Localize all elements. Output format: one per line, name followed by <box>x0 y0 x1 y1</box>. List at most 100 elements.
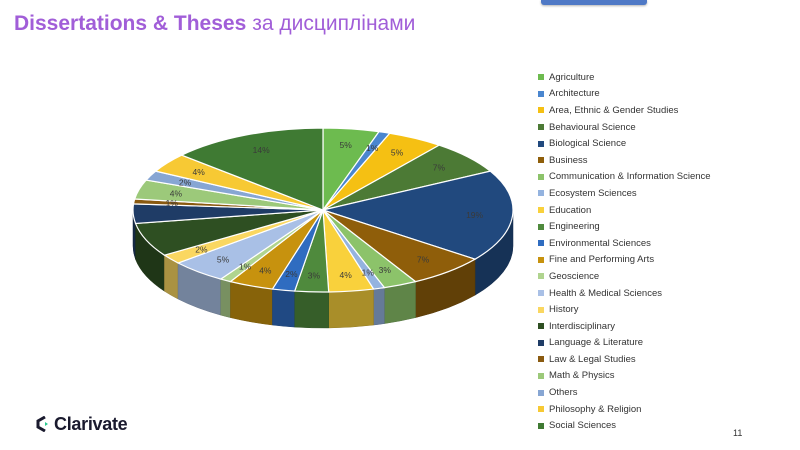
legend-label: Philosophy & Religion <box>549 403 642 415</box>
slide-title: Dissertations & Theses за дисциплінами <box>14 12 415 36</box>
pie-data-label-9: 3% <box>308 270 321 280</box>
legend-swatch <box>538 372 544 379</box>
pie-data-label-21: 14% <box>253 145 270 155</box>
legend-swatch <box>538 290 544 297</box>
legend-item: Fine and Performing Arts <box>538 252 778 269</box>
pie-data-labels: 5% 1% 5%7%19%7%3%1%4%3%2%4%1%5%2%1%4%2%4%1… <box>166 140 484 280</box>
legend-item: Communication & Information Science <box>538 169 778 186</box>
legend-label: Environmental Sciences <box>549 237 651 249</box>
legend-item: Philosophy & Religion <box>538 401 778 418</box>
legend-label: Math & Physics <box>549 370 615 382</box>
legend-swatch <box>538 74 544 81</box>
pie-side-12 <box>220 278 231 318</box>
legend-label: Social Sciences <box>549 420 617 432</box>
legend-swatch <box>538 190 544 197</box>
legend-label: History <box>549 304 579 316</box>
legend-swatch <box>538 389 544 396</box>
legend-label: Geoscience <box>549 270 600 282</box>
legend-swatch <box>538 173 544 180</box>
slide-title-main: Dissertations & Theses <box>14 12 247 35</box>
legend-label: Area, Ethnic & Gender Studies <box>549 104 679 116</box>
legend-label: Agriculture <box>549 71 595 83</box>
pie-data-label-0: 5% <box>340 140 353 150</box>
legend-item: Architecture <box>538 86 778 103</box>
legend-swatch <box>538 273 544 280</box>
legend-swatch <box>538 240 544 247</box>
top-bar-button[interactable] <box>541 0 647 5</box>
pie-data-label-5: 7% <box>417 254 430 264</box>
pie-data-label-17: 1% <box>166 198 179 208</box>
pie-top <box>132 127 514 293</box>
legend-label: Communication & Information Science <box>549 171 711 183</box>
legend-item: Health & Medical Sciences <box>538 285 778 302</box>
legend-label: Interdisciplinary <box>549 320 615 332</box>
legend-swatch <box>538 90 544 97</box>
legend-label: Business <box>549 154 588 166</box>
pie-data-label-7: 1% <box>362 268 375 278</box>
legend-label: Education <box>549 204 592 216</box>
slide-title-sub: за дисциплінами <box>252 12 416 35</box>
legend-item: Others <box>538 384 778 401</box>
legend-swatch <box>538 323 544 330</box>
pie-data-label-2: 5% <box>391 148 404 158</box>
pie-data-label-8: 4% <box>340 270 353 280</box>
legend-item: Education <box>538 202 778 219</box>
legend-swatch <box>538 339 544 346</box>
legend-label: Law & Legal Studies <box>549 353 636 365</box>
chart-legend: Agriculture Architecture Area, Ethnic & Ge… <box>538 69 778 434</box>
legend-swatch <box>538 356 544 363</box>
clarivate-logo: Clarivate <box>36 413 128 434</box>
legend-label: Others <box>549 387 578 399</box>
legend-swatch <box>538 124 544 131</box>
pie-data-label-10: 2% <box>285 269 298 279</box>
legend-swatch <box>538 140 544 147</box>
pie-data-label-14: 2% <box>195 244 208 254</box>
pie-slice-4 <box>320 170 514 260</box>
legend-label: Biological Science <box>549 138 627 150</box>
clarivate-logo-icon <box>36 416 48 432</box>
legend-label: Language & Literature <box>549 337 644 349</box>
legend-item: Geoscience <box>538 268 778 285</box>
logo-text: Clarivate <box>54 413 128 434</box>
legend-swatch <box>538 406 544 413</box>
legend-item: Area, Ethnic & Gender Studies <box>538 102 778 119</box>
pie-data-label-18: 4% <box>170 188 183 198</box>
legend-label: Engineering <box>549 221 600 233</box>
legend-item: History <box>538 301 778 318</box>
legend-item: Social Sciences <box>538 417 778 434</box>
pie-data-label-19: 2% <box>179 177 192 187</box>
pie-data-label-13: 5% <box>217 254 230 264</box>
legend-item: Environmental Sciences <box>538 235 778 252</box>
pie-data-label-1: 1% <box>366 143 379 153</box>
legend-label: Behavioural Science <box>549 121 636 133</box>
legend-item: Biological Science <box>538 135 778 152</box>
pie-side-7 <box>373 287 385 326</box>
pie-data-label-12: 1% <box>239 261 252 271</box>
legend-item: Engineering <box>538 218 778 235</box>
legend-item: Business <box>538 152 778 169</box>
legend-swatch <box>538 306 544 313</box>
legend-item: Behavioural Science <box>538 119 778 136</box>
legend-swatch <box>538 157 544 164</box>
legend-swatch <box>538 223 544 230</box>
pie-side-6 <box>384 281 416 324</box>
legend-swatch <box>538 107 544 114</box>
pie-side-10 <box>272 288 295 328</box>
pie-side-8 <box>328 288 374 329</box>
legend-swatch <box>538 256 544 263</box>
pie-side-9 <box>294 290 329 329</box>
legend-item: Law & Legal Studies <box>538 351 778 368</box>
legend-item: Ecosystem Sciences <box>538 185 778 202</box>
legend-swatch <box>538 422 544 429</box>
legend-item: Math & Physics <box>538 368 778 385</box>
legend-label: Ecosystem Sciences <box>549 187 637 199</box>
legend-swatch <box>538 207 544 214</box>
legend-label: Health & Medical Sciences <box>549 287 662 299</box>
legend-item: Agriculture <box>538 69 778 86</box>
pie-data-label-20: 4% <box>193 167 206 177</box>
legend-label: Architecture <box>549 88 600 100</box>
legend-item: Interdisciplinary <box>538 318 778 335</box>
pie-data-label-11: 4% <box>259 266 272 276</box>
pie-data-label-3: 7% <box>433 163 446 173</box>
